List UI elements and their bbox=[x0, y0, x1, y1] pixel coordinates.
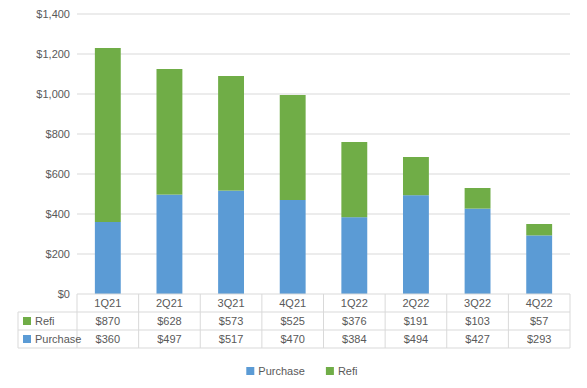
table-line bbox=[18, 330, 570, 331]
x-tick-label: 1Q22 bbox=[341, 297, 368, 309]
legend-key bbox=[326, 367, 334, 375]
y-tick-label: $200 bbox=[46, 248, 70, 260]
grid-line bbox=[77, 254, 570, 255]
table-cell: $470 bbox=[280, 333, 304, 345]
table-line bbox=[385, 294, 386, 348]
table-line bbox=[18, 312, 570, 313]
bar bbox=[156, 69, 182, 195]
table-row-header: Refi bbox=[35, 315, 55, 327]
table-cell: $497 bbox=[157, 333, 181, 345]
bar bbox=[403, 195, 429, 294]
bar bbox=[403, 157, 429, 195]
bars bbox=[95, 48, 552, 294]
table-cell: $103 bbox=[465, 315, 489, 327]
x-tick-label: 2Q22 bbox=[402, 297, 429, 309]
bar bbox=[95, 48, 121, 222]
y-tick-label: $1,200 bbox=[36, 48, 70, 60]
grid-line bbox=[77, 214, 570, 215]
bar bbox=[95, 222, 121, 294]
bar bbox=[280, 200, 306, 294]
bar bbox=[218, 191, 244, 294]
grid-line bbox=[77, 54, 570, 55]
table-line bbox=[138, 294, 139, 348]
legend: Purchase Refi bbox=[246, 365, 357, 377]
table-legend-key bbox=[23, 317, 31, 325]
table-legend-key bbox=[23, 335, 31, 343]
y-tick-label: $1,000 bbox=[36, 88, 70, 100]
table-line bbox=[18, 312, 19, 348]
bar bbox=[526, 224, 552, 235]
grid-line bbox=[77, 134, 570, 135]
table-line bbox=[18, 348, 570, 349]
table-cell: $384 bbox=[342, 333, 366, 345]
table-cell: $376 bbox=[342, 315, 366, 327]
y-tick-label: $400 bbox=[46, 208, 70, 220]
table-cell: $191 bbox=[404, 315, 428, 327]
table-cell: $494 bbox=[404, 333, 428, 345]
table-cell: $870 bbox=[96, 315, 120, 327]
table-line bbox=[508, 294, 509, 348]
table-cell: $517 bbox=[219, 333, 243, 345]
y-tick-label: $600 bbox=[46, 168, 70, 180]
bar bbox=[465, 188, 491, 209]
x-tick-label: 4Q22 bbox=[526, 297, 553, 309]
table-cell: $57 bbox=[530, 315, 548, 327]
table-line bbox=[570, 294, 571, 348]
x-tick-label: 4Q21 bbox=[279, 297, 306, 309]
bar bbox=[156, 195, 182, 294]
bar bbox=[526, 235, 552, 294]
x-tick-label: 3Q21 bbox=[218, 297, 245, 309]
table-cell: $427 bbox=[465, 333, 489, 345]
table-cell: $293 bbox=[527, 333, 551, 345]
table-line bbox=[200, 294, 201, 348]
y-tick-label: $1,400 bbox=[36, 8, 70, 20]
table-cell: $628 bbox=[157, 315, 181, 327]
legend-label: Refi bbox=[338, 365, 358, 377]
table-row-header: Purchase bbox=[35, 333, 81, 345]
grid-line bbox=[77, 174, 570, 175]
y-tick-label: $800 bbox=[46, 128, 70, 140]
x-tick-label: 3Q22 bbox=[464, 297, 491, 309]
bar bbox=[465, 209, 491, 294]
table-cell: $360 bbox=[96, 333, 120, 345]
x-tick-label: 2Q21 bbox=[156, 297, 183, 309]
grid-line bbox=[77, 94, 570, 95]
table-line bbox=[261, 294, 262, 348]
grid-line bbox=[77, 14, 570, 15]
chart-container: $0 $200 $400 $600 $800 $1,000 $1,200 $1,400 1Q21… bbox=[0, 0, 587, 388]
legend-key bbox=[246, 367, 254, 375]
table-cell: $525 bbox=[280, 315, 304, 327]
bar bbox=[341, 142, 367, 217]
y-tick-label: $0 bbox=[58, 288, 70, 300]
table-line bbox=[446, 294, 447, 348]
bar bbox=[218, 76, 244, 191]
x-tick-label: 1Q21 bbox=[94, 297, 121, 309]
chart-svg: $0 $200 $400 $600 $800 $1,000 $1,200 $1,400 1Q21… bbox=[0, 0, 587, 388]
legend-label: Purchase bbox=[258, 365, 304, 377]
table-line bbox=[323, 294, 324, 348]
bar bbox=[341, 217, 367, 294]
bar bbox=[280, 95, 306, 200]
table-cell: $573 bbox=[219, 315, 243, 327]
